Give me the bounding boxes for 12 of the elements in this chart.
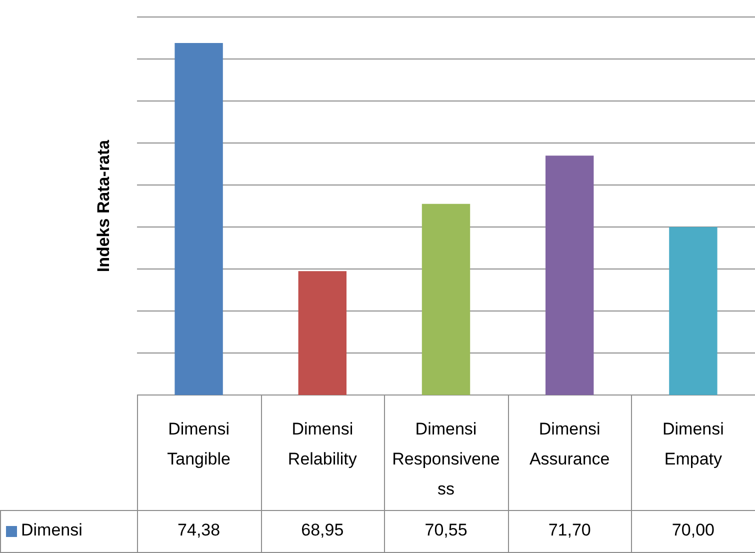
x-tick-label: Dimensi Empaty (662, 420, 724, 469)
data-label: 74,38 (178, 520, 220, 540)
data-label: 70,00 (672, 520, 714, 540)
x-tick-label: Dimensi Tangible (167, 420, 230, 469)
x-tick-label: Dimensi Relability (288, 420, 358, 469)
x-tick-label: Dimensi Assurance (529, 420, 610, 469)
data-label: 68,95 (301, 520, 344, 540)
y-axis-title: Indeks Rata-rata (94, 139, 113, 272)
x-tick-label: Dimensi Responsiveness (392, 420, 500, 499)
data-label: 70,55 (424, 520, 468, 540)
data-label: 71,70 (548, 520, 591, 540)
legend-label: Dimensi (21, 520, 82, 540)
